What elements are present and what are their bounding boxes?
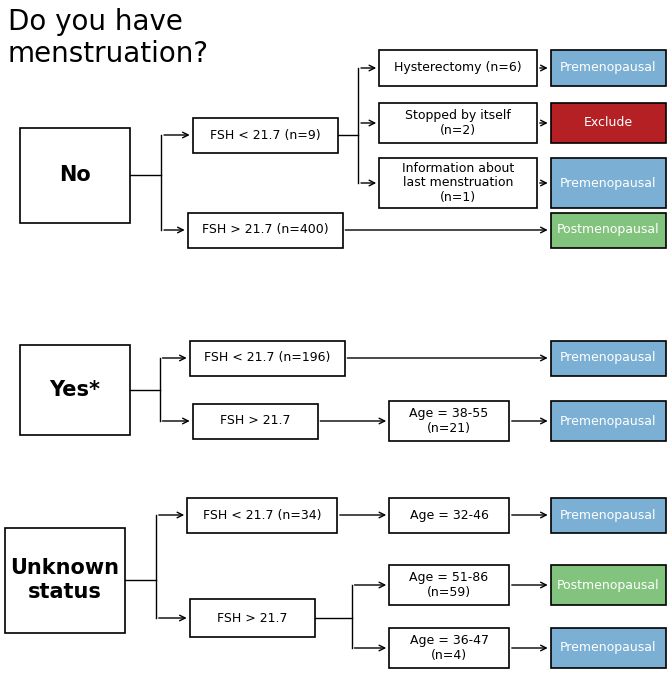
Bar	[379, 158, 537, 208]
Text: Exclude: Exclude	[583, 116, 633, 130]
Text: Premenopausal: Premenopausal	[560, 61, 656, 75]
Bar	[551, 498, 666, 533]
Text: FSH < 21.7 (n=9): FSH < 21.7 (n=9)	[209, 128, 320, 141]
Text: Age = 51-86
(n=59): Age = 51-86 (n=59)	[409, 571, 488, 599]
Text: Premenopausal: Premenopausal	[560, 176, 656, 190]
Text: FSH < 21.7 (n=196): FSH < 21.7 (n=196)	[204, 351, 330, 365]
Text: Postmenopausal: Postmenopausal	[557, 579, 660, 592]
Bar	[389, 498, 509, 533]
Bar	[187, 498, 337, 533]
Bar	[189, 599, 314, 637]
Text: Premenopausal: Premenopausal	[560, 415, 656, 427]
Bar	[5, 528, 125, 632]
Text: Premenopausal: Premenopausal	[560, 641, 656, 654]
Text: Yes*: Yes*	[50, 380, 100, 400]
Bar	[379, 50, 537, 86]
Bar	[551, 628, 666, 668]
Text: Unknown
status: Unknown status	[11, 558, 120, 602]
Text: Age = 38-55
(n=21): Age = 38-55 (n=21)	[409, 407, 488, 435]
Bar	[187, 213, 343, 247]
Bar	[20, 128, 130, 222]
Bar	[551, 341, 666, 376]
Text: FSH > 21.7: FSH > 21.7	[219, 415, 290, 427]
Text: Hysterectomy (n=6): Hysterectomy (n=6)	[394, 61, 522, 75]
Bar	[551, 401, 666, 441]
Text: No: No	[59, 165, 91, 185]
Bar	[379, 103, 537, 143]
Text: FSH < 21.7 (n=34): FSH < 21.7 (n=34)	[203, 509, 321, 521]
Text: Age = 36-47
(n=4): Age = 36-47 (n=4)	[409, 634, 488, 662]
Bar	[389, 628, 509, 668]
Text: FSH > 21.7: FSH > 21.7	[217, 611, 287, 625]
Text: Postmenopausal: Postmenopausal	[557, 224, 660, 236]
Text: Do you have
menstruation?: Do you have menstruation?	[8, 8, 209, 68]
Bar	[193, 404, 318, 438]
Bar	[551, 565, 666, 605]
Text: Stopped by itself
(n=2): Stopped by itself (n=2)	[405, 109, 511, 137]
Text: FSH > 21.7 (n=400): FSH > 21.7 (n=400)	[201, 224, 328, 236]
Text: Information about
last menstruation
(n=1): Information about last menstruation (n=1…	[402, 162, 514, 204]
Bar	[189, 341, 345, 376]
Bar	[551, 50, 666, 86]
Text: Age = 32-46: Age = 32-46	[409, 509, 488, 521]
Bar	[20, 345, 130, 435]
Bar	[551, 103, 666, 143]
Bar	[193, 118, 337, 153]
Bar	[389, 565, 509, 605]
Bar	[551, 158, 666, 208]
Bar	[389, 401, 509, 441]
Text: Premenopausal: Premenopausal	[560, 509, 656, 521]
Bar	[551, 213, 666, 247]
Text: Premenopausal: Premenopausal	[560, 351, 656, 365]
